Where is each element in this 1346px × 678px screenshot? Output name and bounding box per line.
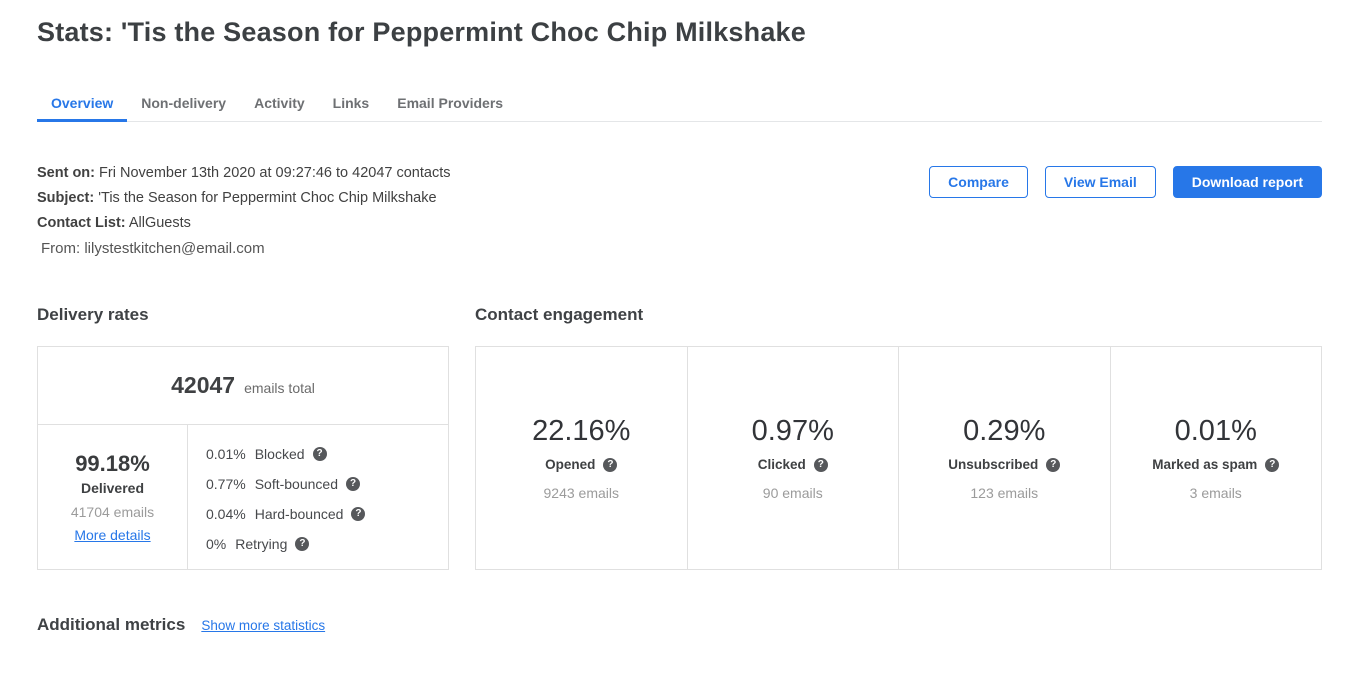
tab-non-delivery[interactable]: Non-delivery: [141, 95, 227, 111]
breakdown-row-retrying: 0% Retrying ?: [206, 529, 448, 559]
clicked-label: Clicked: [757, 457, 806, 472]
hard-bounced-label: Hard-bounced: [254, 506, 344, 522]
unsubscribed-label-row: Unsubscribed ?: [948, 457, 1061, 472]
campaign-meta: Sent on: Fri November 13th 2020 at 09:27…: [37, 161, 450, 261]
help-icon[interactable]: ?: [346, 477, 360, 491]
tab-bar: Overview Non-delivery Activity Links Ema…: [37, 85, 1322, 122]
clicked-emails-count: 90 emails: [762, 485, 823, 501]
opened-label: Opened: [545, 457, 596, 472]
opened-emails-count: 9243 emails: [543, 485, 620, 501]
unsubscribed-emails-count: 123 emails: [970, 485, 1039, 501]
delivered-summary: 99.18% Delivered 41704 emails More detai…: [38, 425, 188, 569]
metric-marked-as-spam: 0.01% Marked as spam ? 3 emails: [1111, 347, 1322, 569]
view-email-button[interactable]: View Email: [1044, 166, 1156, 198]
delivery-rates-section: Delivery rates 42047 emails total 99.18%…: [37, 305, 449, 570]
clicked-label-row: Clicked ?: [758, 457, 828, 472]
download-report-button[interactable]: Download report: [1172, 166, 1322, 198]
page-title: Stats: 'Tis the Season for Peppermint Ch…: [37, 17, 806, 47]
tab-email-providers[interactable]: Email Providers: [397, 95, 504, 111]
contact-list-label: Contact List:: [37, 215, 126, 231]
more-details-link[interactable]: More details: [74, 527, 151, 543]
retrying-label: Retrying: [235, 536, 288, 552]
help-icon[interactable]: ?: [351, 507, 366, 521]
help-icon[interactable]: ?: [603, 457, 618, 472]
spam-percentage: 0.01%: [1174, 415, 1257, 447]
emails-total-value: 42047: [171, 372, 236, 398]
sent-on-label: Sent on:: [37, 165, 95, 181]
help-icon[interactable]: ?: [312, 447, 327, 461]
delivered-emails-count: 41704 emails: [70, 504, 155, 520]
soft-bounced-percentage: 0.77%: [206, 476, 246, 492]
from-value: lilystestkitchen@email.com: [84, 240, 265, 257]
breakdown-row-blocked: 0.01% Blocked ?: [206, 439, 448, 469]
soft-bounced-label: Soft-bounced: [254, 476, 338, 492]
contact-list-line: Contact List: AllGuests: [37, 211, 450, 236]
spam-label-row: Marked as spam ?: [1152, 457, 1280, 472]
non-delivery-breakdown: 0.01% Blocked ? 0.77% Soft-bounced ? 0.0…: [188, 425, 448, 569]
help-icon[interactable]: ?: [1046, 457, 1061, 472]
metric-unsubscribed: 0.29% Unsubscribed ? 123 emails: [899, 347, 1111, 569]
spam-emails-count: 3 emails: [1189, 485, 1242, 501]
delivery-rates-title: Delivery rates: [37, 305, 149, 324]
compare-button[interactable]: Compare: [929, 166, 1028, 198]
emails-total-label: emails total: [244, 379, 315, 396]
tab-activity[interactable]: Activity: [254, 95, 305, 111]
contact-engagement-section: Contact engagement 22.16% Opened ? 9243 …: [475, 305, 1322, 570]
additional-metrics-section: Additional metrics Show more statistics: [37, 615, 1322, 635]
breakdown-row-hard-bounced: 0.04% Hard-bounced ?: [206, 499, 448, 529]
contact-engagement-title: Contact engagement: [475, 305, 644, 324]
sent-on-value: Fri November 13th 2020 at 09:27:46 to 42…: [99, 165, 451, 181]
sent-on-line: Sent on: Fri November 13th 2020 at 09:27…: [37, 161, 450, 186]
stats-page: Stats: 'Tis the Season for Peppermint Ch…: [0, 17, 1346, 635]
delivery-breakdown-row: 99.18% Delivered 41704 emails More detai…: [38, 425, 448, 569]
opened-label-row: Opened ?: [545, 457, 618, 472]
from-label: From:: [41, 240, 81, 257]
contact-engagement-card: 22.16% Opened ? 9243 emails 0.97% Clicke…: [475, 346, 1322, 570]
blocked-label: Blocked: [254, 446, 305, 462]
metric-clicked: 0.97% Clicked ? 90 emails: [688, 347, 899, 569]
unsubscribed-label: Unsubscribed: [948, 457, 1039, 472]
hard-bounced-percentage: 0.04%: [206, 506, 246, 522]
subject-value: 'Tis the Season for Peppermint Choc Chip…: [98, 190, 437, 206]
metric-opened: 22.16% Opened ? 9243 emails: [476, 347, 688, 569]
subject-line: Subject: 'Tis the Season for Peppermint …: [37, 186, 450, 211]
unsubscribed-percentage: 0.29%: [963, 415, 1046, 447]
retrying-percentage: 0%: [206, 536, 227, 552]
opened-percentage: 22.16%: [532, 415, 631, 447]
campaign-meta-row: Sent on: Fri November 13th 2020 at 09:27…: [37, 161, 1322, 261]
help-icon[interactable]: ?: [1265, 457, 1280, 472]
tab-links[interactable]: Links: [332, 95, 370, 111]
action-buttons: Compare View Email Download report: [929, 161, 1322, 261]
help-icon[interactable]: ?: [295, 537, 310, 551]
subject-label: Subject:: [37, 190, 95, 206]
emails-total-row: 42047 emails total: [38, 347, 448, 425]
from-line: From: lilystestkitchen@email.com: [37, 236, 450, 261]
additional-metrics-title: Additional metrics: [37, 615, 186, 634]
stats-sections: Delivery rates 42047 emails total 99.18%…: [37, 305, 1322, 570]
delivered-label: Delivered: [80, 480, 145, 496]
spam-label: Marked as spam: [1152, 457, 1258, 472]
clicked-percentage: 0.97%: [751, 415, 834, 447]
tab-overview[interactable]: Overview: [37, 85, 128, 122]
help-icon[interactable]: ?: [813, 457, 828, 472]
show-more-statistics-link[interactable]: Show more statistics: [201, 618, 326, 633]
blocked-percentage: 0.01%: [206, 446, 246, 462]
contact-list-value: AllGuests: [128, 215, 191, 231]
delivered-percentage: 99.18%: [75, 451, 150, 476]
delivery-rates-card: 42047 emails total 99.18% Delivered 4170…: [37, 346, 449, 570]
breakdown-row-soft-bounced: 0.77% Soft-bounced ?: [206, 469, 448, 499]
